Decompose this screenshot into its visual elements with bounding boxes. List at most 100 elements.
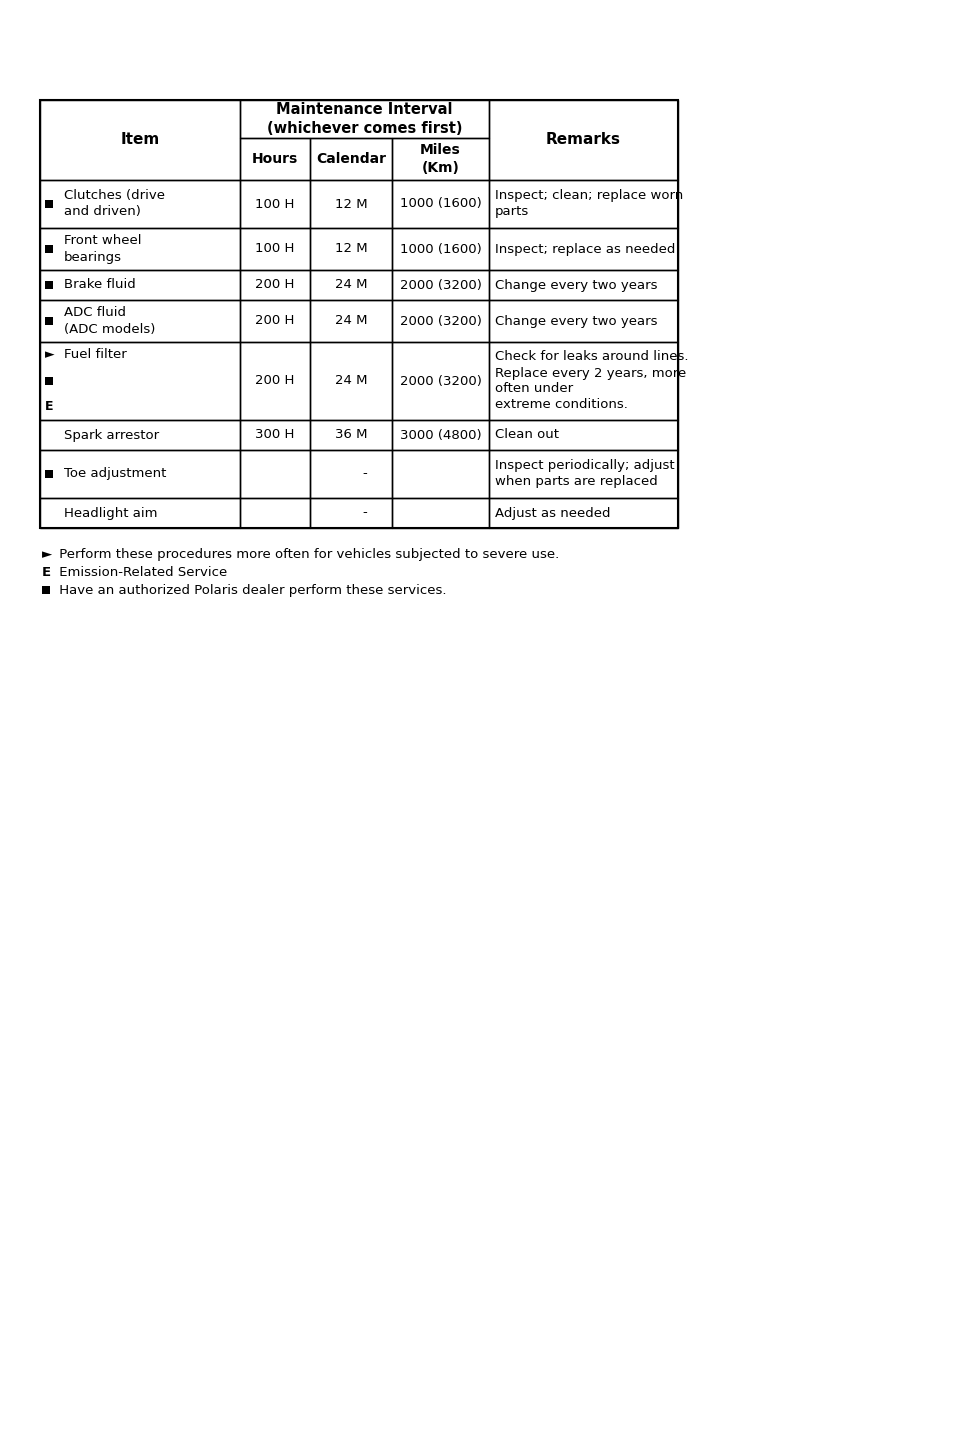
Text: Change every two years: Change every two years <box>495 314 657 327</box>
Text: Headlight aim: Headlight aim <box>64 506 157 519</box>
Text: Perform these procedures more often for vehicles subjected to severe use.: Perform these procedures more often for … <box>55 548 558 561</box>
Text: 36 M: 36 M <box>335 429 367 442</box>
Bar <box>310 449 392 499</box>
Bar <box>45 201 53 208</box>
Text: 200 H: 200 H <box>255 279 294 291</box>
Text: Hours: Hours <box>252 153 297 166</box>
Bar <box>489 270 678 300</box>
Bar <box>310 228 392 270</box>
Bar <box>42 586 50 595</box>
Bar <box>40 180 240 228</box>
Bar <box>392 499 489 528</box>
Text: 24 M: 24 M <box>335 279 367 291</box>
Bar <box>240 449 310 499</box>
Bar <box>45 281 53 289</box>
Bar <box>40 100 240 180</box>
Text: Clutches (drive
and driven): Clutches (drive and driven) <box>64 189 165 218</box>
Bar <box>392 228 489 270</box>
Bar <box>240 138 310 180</box>
Text: Toe adjustment: Toe adjustment <box>64 468 166 480</box>
Text: Front wheel
bearings: Front wheel bearings <box>64 234 141 263</box>
Text: 300 H: 300 H <box>255 429 294 442</box>
Text: ►: ► <box>45 349 54 362</box>
Bar <box>310 342 392 420</box>
Bar <box>240 499 310 528</box>
Text: E: E <box>42 566 51 579</box>
Text: Emission-Related Service: Emission-Related Service <box>55 566 227 579</box>
Text: Adjust as needed: Adjust as needed <box>495 506 610 519</box>
Bar <box>240 100 489 138</box>
Text: Miles
(Km): Miles (Km) <box>419 144 460 174</box>
Bar <box>392 138 489 180</box>
Text: 3000 (4800): 3000 (4800) <box>399 429 481 442</box>
Bar <box>40 449 240 499</box>
Text: 2000 (3200): 2000 (3200) <box>399 314 481 327</box>
Bar <box>310 499 392 528</box>
Text: Item: Item <box>120 132 159 147</box>
Text: Inspect; replace as needed: Inspect; replace as needed <box>495 243 675 256</box>
Text: ►: ► <box>42 548 52 561</box>
Text: 100 H: 100 H <box>255 198 294 211</box>
Text: Remarks: Remarks <box>545 132 620 147</box>
Bar <box>40 300 240 342</box>
Bar <box>40 100 678 528</box>
Text: Have an authorized Polaris dealer perform these services.: Have an authorized Polaris dealer perfor… <box>55 585 446 598</box>
Bar <box>310 270 392 300</box>
Bar <box>392 449 489 499</box>
Bar <box>240 228 310 270</box>
Text: 200 H: 200 H <box>255 375 294 388</box>
Text: Clean out: Clean out <box>495 429 558 442</box>
Bar <box>45 377 53 385</box>
Bar <box>45 317 53 326</box>
Text: 100 H: 100 H <box>255 243 294 256</box>
Bar <box>240 420 310 449</box>
Text: -: - <box>362 468 367 480</box>
Bar <box>310 180 392 228</box>
Text: Check for leaks around lines.
Replace every 2 years, more
often under
extreme co: Check for leaks around lines. Replace ev… <box>495 350 688 411</box>
Text: Spark arrestor: Spark arrestor <box>64 429 159 442</box>
Bar <box>489 300 678 342</box>
Bar <box>240 180 310 228</box>
Bar <box>489 449 678 499</box>
Bar <box>392 180 489 228</box>
Text: Brake fluid: Brake fluid <box>64 279 135 291</box>
Text: ADC fluid
(ADC models): ADC fluid (ADC models) <box>64 307 155 336</box>
Bar <box>489 228 678 270</box>
Text: 24 M: 24 M <box>335 375 367 388</box>
Text: Calendar: Calendar <box>315 153 386 166</box>
Text: Inspect periodically; adjust
when parts are replaced: Inspect periodically; adjust when parts … <box>495 459 674 489</box>
Bar <box>489 100 678 180</box>
Text: 1000 (1600): 1000 (1600) <box>399 243 481 256</box>
Text: Inspect; clean; replace worn
parts: Inspect; clean; replace worn parts <box>495 189 682 218</box>
Text: 24 M: 24 M <box>335 314 367 327</box>
Text: 2000 (3200): 2000 (3200) <box>399 279 481 291</box>
Text: -: - <box>362 506 367 519</box>
Bar <box>40 270 240 300</box>
Text: 2000 (3200): 2000 (3200) <box>399 375 481 388</box>
Bar <box>45 470 53 478</box>
Bar <box>489 420 678 449</box>
Bar <box>489 499 678 528</box>
Bar <box>40 228 240 270</box>
Bar <box>392 420 489 449</box>
Bar <box>310 300 392 342</box>
Bar <box>392 300 489 342</box>
Text: Fuel filter: Fuel filter <box>64 349 127 362</box>
Bar <box>392 342 489 420</box>
Bar <box>489 342 678 420</box>
Bar <box>392 270 489 300</box>
Text: Change every two years: Change every two years <box>495 279 657 291</box>
Bar <box>240 342 310 420</box>
Bar <box>489 180 678 228</box>
Text: 200 H: 200 H <box>255 314 294 327</box>
Text: E: E <box>45 400 53 413</box>
Text: 12 M: 12 M <box>335 198 367 211</box>
Text: Maintenance Interval
(whichever comes first): Maintenance Interval (whichever comes fi… <box>267 102 462 135</box>
Bar <box>45 246 53 253</box>
Bar <box>40 499 240 528</box>
Bar <box>40 420 240 449</box>
Bar <box>310 138 392 180</box>
Text: 12 M: 12 M <box>335 243 367 256</box>
Bar <box>240 270 310 300</box>
Text: 1000 (1600): 1000 (1600) <box>399 198 481 211</box>
